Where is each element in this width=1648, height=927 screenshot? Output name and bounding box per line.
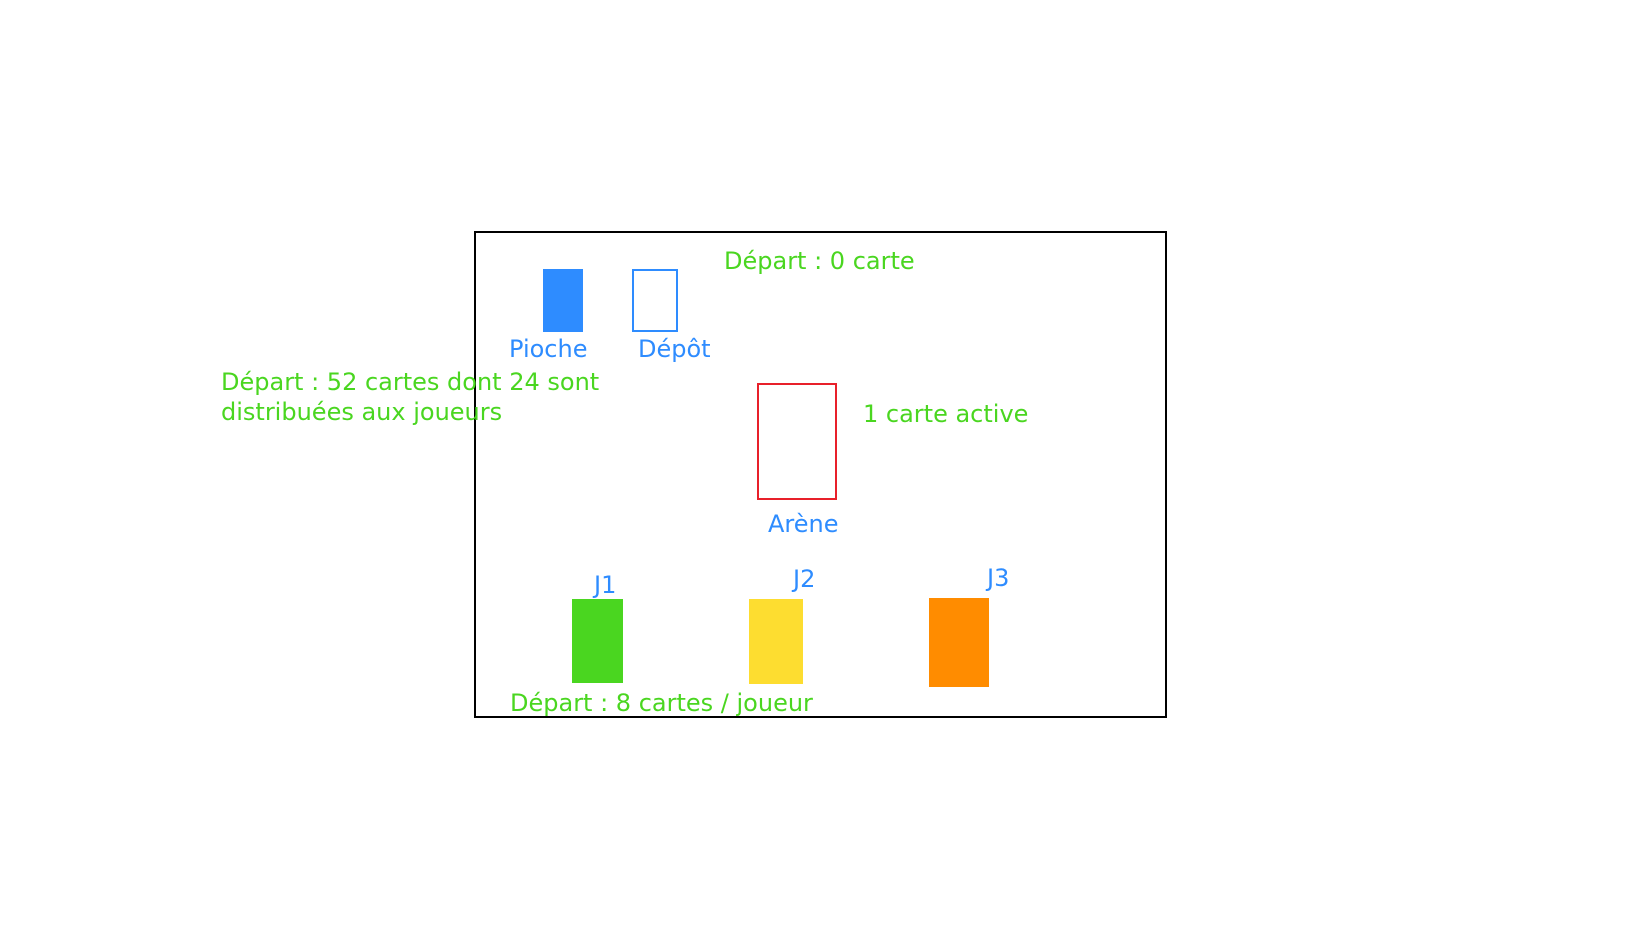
- player-j1-label: J1: [594, 571, 617, 599]
- arene-card[interactable]: [757, 383, 837, 500]
- pioche-label: Pioche: [509, 335, 588, 363]
- player-j2-label: J2: [793, 565, 816, 593]
- player-j3-card[interactable]: [929, 598, 989, 687]
- depot-card[interactable]: [632, 269, 678, 332]
- game-board: [474, 231, 1167, 718]
- pioche-start-note-line1: Départ : 52 cartes dont 24 sont: [221, 368, 600, 396]
- arene-active-note: 1 carte active: [863, 400, 1029, 428]
- player-j1-card[interactable]: [572, 599, 623, 683]
- pioche-card[interactable]: [543, 269, 583, 332]
- depot-start-note: Départ : 0 carte: [724, 247, 915, 275]
- player-j3-label: J3: [987, 564, 1010, 592]
- players-start-note: Départ : 8 cartes / joueur: [510, 689, 813, 717]
- arene-label: Arène: [768, 510, 839, 538]
- pioche-start-note: Départ : 52 cartes dont 24 sont distribu…: [221, 367, 641, 427]
- depot-label: Dépôt: [638, 335, 711, 363]
- player-j2-card[interactable]: [749, 599, 803, 684]
- pioche-start-note-line2: distribuées aux joueurs: [221, 398, 503, 426]
